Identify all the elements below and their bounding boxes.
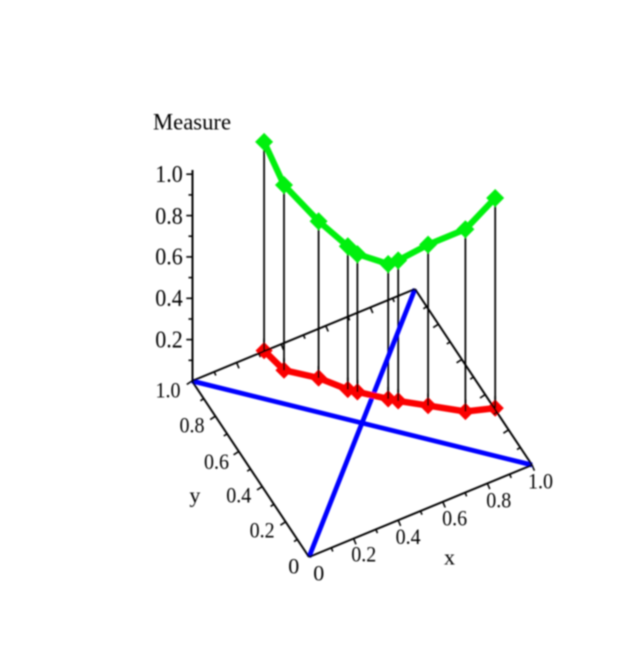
svg-text:0.8: 0.8: [155, 203, 183, 230]
svg-text:0.6: 0.6: [155, 244, 183, 271]
svg-text:1.0: 1.0: [528, 468, 553, 493]
svg-text:0.2: 0.2: [155, 326, 183, 353]
svg-text:0.4: 0.4: [155, 285, 183, 312]
svg-text:0: 0: [313, 561, 324, 586]
svg-text:0.6: 0.6: [442, 506, 467, 531]
svg-text:Measure: Measure: [153, 109, 231, 134]
svg-text:0.8: 0.8: [180, 413, 205, 438]
svg-text:0.2: 0.2: [250, 518, 275, 543]
svg-text:x: x: [444, 545, 455, 570]
svg-text:0.6: 0.6: [204, 449, 229, 474]
svg-text:0.8: 0.8: [486, 488, 511, 513]
svg-text:0.4: 0.4: [396, 524, 421, 549]
svg-text:0: 0: [288, 553, 299, 578]
svg-text:1.0: 1.0: [155, 161, 183, 188]
svg-text:1.0: 1.0: [156, 377, 181, 402]
svg-text:0.2: 0.2: [351, 542, 376, 567]
svg-text:0.4: 0.4: [226, 483, 251, 508]
svg-text:y: y: [189, 483, 200, 508]
